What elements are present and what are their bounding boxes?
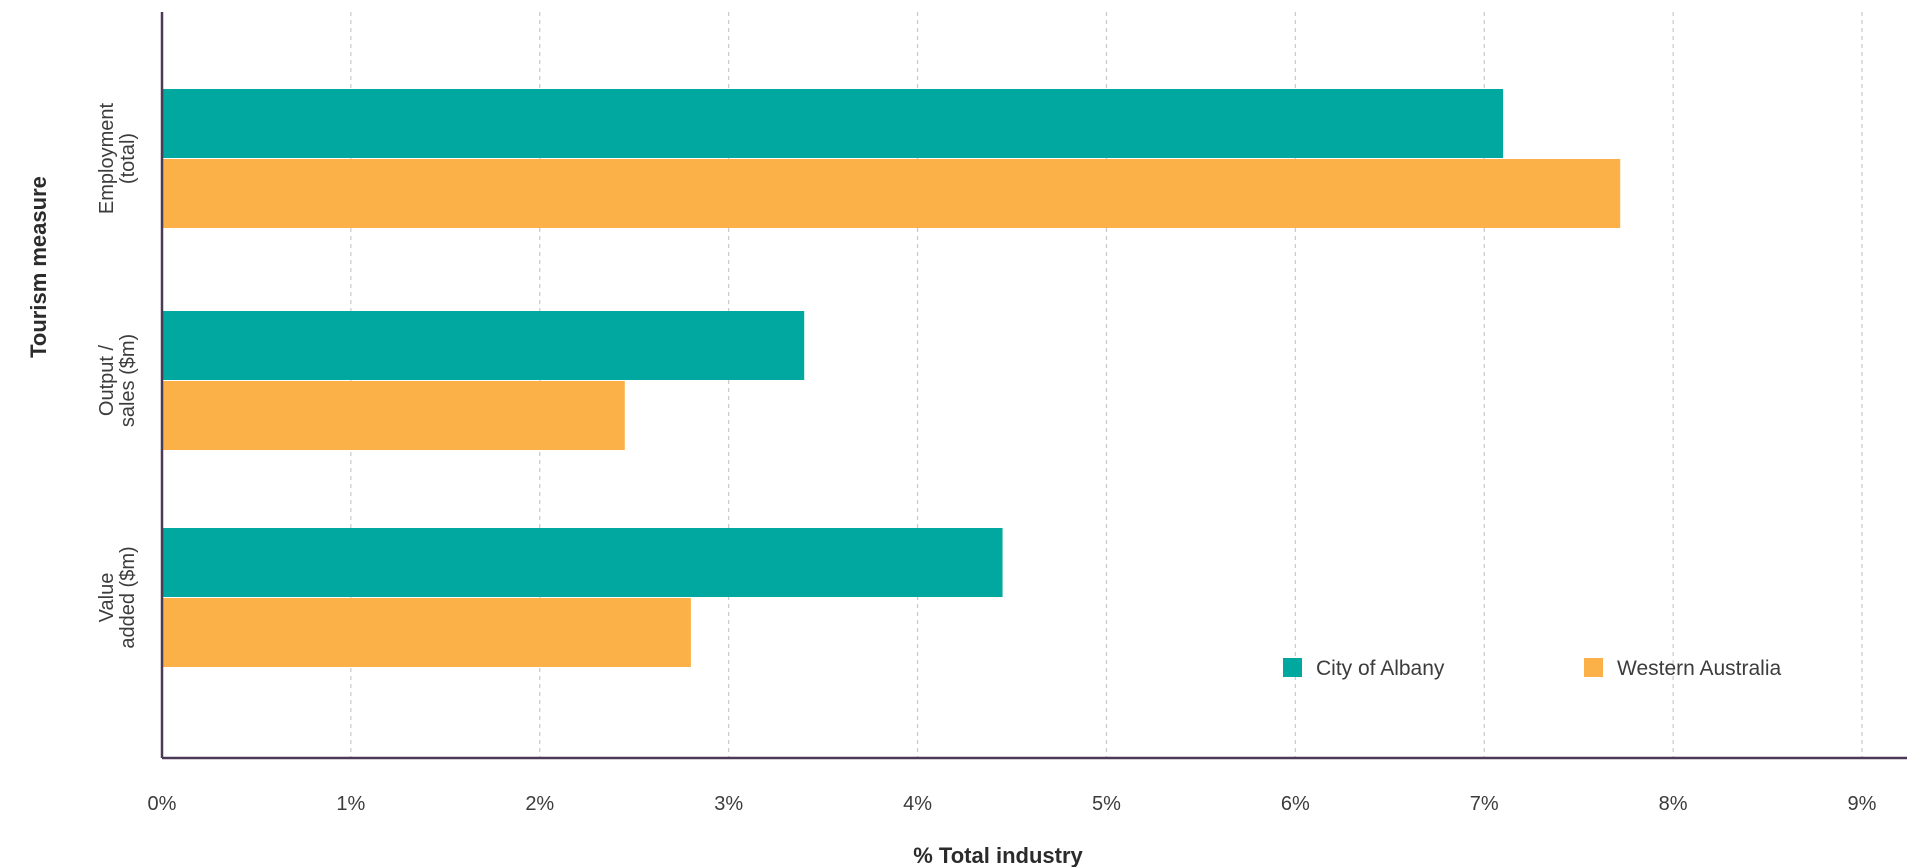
x-tick-label: 0%	[148, 793, 177, 815]
category-label: Valueadded ($m)	[96, 546, 139, 648]
bar-city-of-albany	[162, 89, 1504, 158]
bar-city-of-albany	[162, 528, 1003, 597]
y-axis-title: Tourism measure	[26, 176, 51, 358]
category-label-line: Employment	[96, 102, 118, 214]
category-label-line: Output /	[96, 344, 118, 416]
x-tick-label: 8%	[1659, 793, 1688, 815]
axes	[160, 12, 1907, 760]
x-tick-label: 7%	[1470, 793, 1499, 815]
bar-western-australia	[162, 598, 691, 667]
category-label-line: sales ($m)	[117, 334, 139, 427]
category-label-line: (total)	[117, 133, 139, 184]
category-labels: Employment(total) Output /sales ($m) Value…	[96, 102, 139, 648]
legend-label: Western Australia	[1617, 657, 1782, 680]
bars	[162, 89, 1621, 667]
legend: City of Albany Western Australia	[1283, 657, 1782, 680]
x-tick-label: 4%	[903, 793, 932, 815]
legend-item: City of Albany	[1283, 657, 1445, 680]
legend-swatch	[1283, 658, 1302, 677]
x-tick-labels: 0% 1% 2% 3% 4% 5% 6% 7% 8% 9%	[148, 793, 1877, 815]
bar-city-of-albany	[162, 311, 805, 380]
bar-western-australia	[162, 159, 1621, 228]
category-label: Output /sales ($m)	[96, 334, 139, 427]
legend-label: City of Albany	[1316, 657, 1445, 680]
category-label-line: added ($m)	[117, 546, 139, 648]
x-tick-label: 1%	[336, 793, 365, 815]
legend-item: Western Australia	[1584, 657, 1782, 680]
svg-text:Valueadded ($m): Valueadded ($m)	[96, 546, 139, 648]
svg-text:Output /sales ($m): Output /sales ($m)	[96, 334, 139, 427]
category-label: Employment(total)	[96, 102, 139, 214]
legend-swatch	[1584, 658, 1603, 677]
x-axis-title: % Total industry	[913, 843, 1083, 867]
x-tick-label: 2%	[525, 793, 554, 815]
svg-text:Employment(total): Employment(total)	[96, 102, 139, 214]
x-tick-label: 3%	[714, 793, 743, 815]
bar-western-australia	[162, 381, 625, 450]
x-tick-label: 6%	[1281, 793, 1310, 815]
x-tick-label: 5%	[1092, 793, 1121, 815]
category-label-line: Value	[96, 573, 118, 623]
x-tick-label: 9%	[1848, 793, 1877, 815]
